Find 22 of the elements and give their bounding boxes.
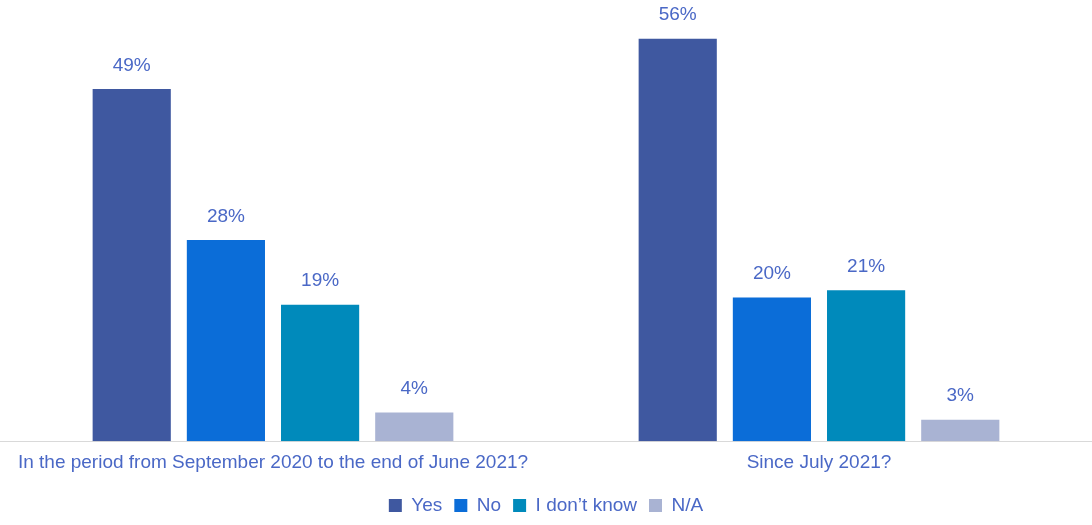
data-label: 4%: [400, 377, 429, 399]
legend-label: N/A: [671, 493, 704, 515]
data-label: 19%: [301, 269, 340, 291]
bar: [186, 239, 265, 442]
bar: [638, 38, 717, 442]
data-label: 3%: [946, 384, 975, 406]
legend-label: I don’t know: [535, 493, 638, 515]
data-label: 21%: [847, 255, 886, 277]
bar: [92, 89, 171, 442]
data-label: 49%: [112, 53, 151, 75]
data-label: 20%: [752, 262, 792, 284]
data-label: 28%: [206, 204, 246, 226]
data-label: 56%: [658, 3, 697, 25]
x-tick-label: In the period from September 2020 to the end of June 2021?: [17, 450, 529, 472]
x-tick-label: Since July 2021?: [746, 450, 892, 472]
legend-label: Yes: [411, 493, 443, 515]
legend-label: No: [476, 493, 502, 515]
bar: [827, 290, 906, 442]
bar: [281, 304, 360, 442]
bar: [921, 419, 1000, 442]
bar: [375, 412, 454, 442]
bar: [732, 297, 811, 442]
